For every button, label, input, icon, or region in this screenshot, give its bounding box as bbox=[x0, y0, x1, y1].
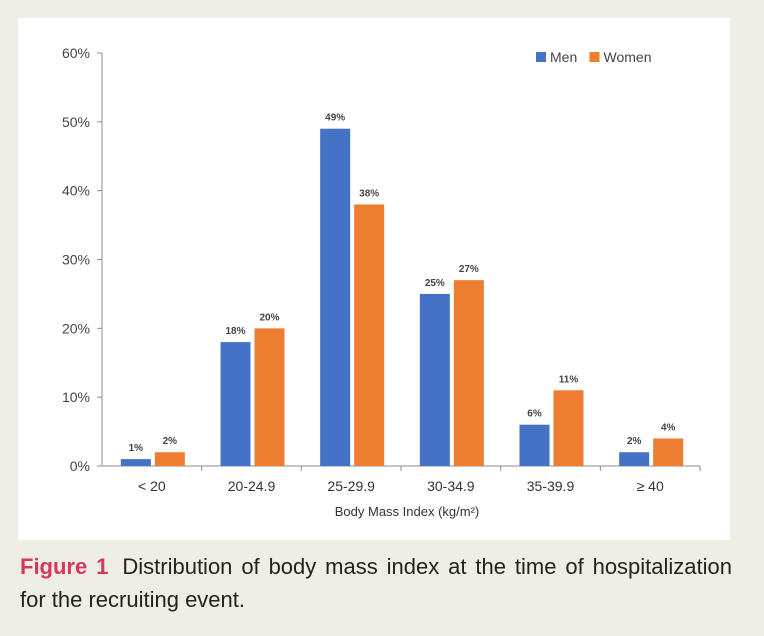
legend-swatch-men bbox=[536, 52, 546, 62]
data-label-men: 6% bbox=[527, 409, 542, 420]
y-tick-label: 60% bbox=[62, 45, 90, 61]
data-label-women: 20% bbox=[259, 312, 279, 323]
x-tick-label: 35-39.9 bbox=[527, 478, 575, 494]
bar-men bbox=[419, 293, 450, 466]
legend-label-women: Women bbox=[604, 49, 652, 65]
data-label-women: 38% bbox=[359, 188, 379, 199]
data-label-men: 49% bbox=[325, 113, 345, 124]
legend-label-men: Men bbox=[550, 49, 577, 65]
bar-women bbox=[453, 280, 484, 466]
x-axis-title: Body Mass Index (kg/m²) bbox=[335, 504, 480, 519]
data-label-men: 25% bbox=[425, 278, 445, 289]
bar-women bbox=[254, 328, 285, 466]
data-label-men: 2% bbox=[627, 436, 642, 447]
bar-women bbox=[354, 204, 385, 466]
data-label-women: 11% bbox=[559, 374, 579, 385]
x-tick-label: < 20 bbox=[138, 478, 166, 494]
data-label-women: 4% bbox=[661, 422, 676, 433]
data-label-men: 18% bbox=[225, 326, 245, 337]
y-tick-label: 20% bbox=[62, 320, 90, 336]
bar-women bbox=[553, 390, 584, 466]
y-tick-label: 50% bbox=[62, 114, 90, 130]
y-tick-label: 30% bbox=[62, 252, 90, 268]
bar-men bbox=[220, 342, 251, 466]
legend-swatch-women bbox=[589, 52, 600, 62]
caption-text: Distribution of body mass index at the t… bbox=[20, 554, 733, 612]
bmi-bar-chart: 0% 10% 20% 30% 40% 50% 60% < 20 1% 2% 20-24.9 18% 20… bbox=[62, 45, 701, 519]
y-tick-label: 40% bbox=[62, 183, 90, 199]
x-tick-label: 25-29.9 bbox=[327, 478, 375, 494]
bar-men bbox=[120, 459, 151, 466]
bar-women bbox=[154, 452, 185, 466]
figure-caption: Figure 1 Distribution of body mass index … bbox=[20, 550, 732, 616]
data-label-women: 2% bbox=[163, 436, 178, 447]
y-tick-label: 0% bbox=[70, 458, 90, 474]
x-tick-label: ≥ 40 bbox=[637, 478, 664, 494]
bar-women bbox=[653, 438, 684, 466]
figure-label: Figure 1 bbox=[20, 554, 109, 579]
data-label-men: 1% bbox=[129, 443, 144, 454]
bar-men bbox=[519, 424, 550, 466]
data-label-women: 27% bbox=[459, 264, 479, 275]
chart-panel: 0% 10% 20% 30% 40% 50% 60% < 20 1% 2% 20-24.9 18% 20… bbox=[18, 18, 730, 540]
x-tick-label: 20-24.9 bbox=[228, 478, 276, 494]
bar-men bbox=[320, 128, 351, 466]
y-tick-label: 10% bbox=[62, 389, 90, 405]
x-tick-label: 30-34.9 bbox=[427, 478, 475, 494]
bar-men bbox=[619, 452, 650, 466]
